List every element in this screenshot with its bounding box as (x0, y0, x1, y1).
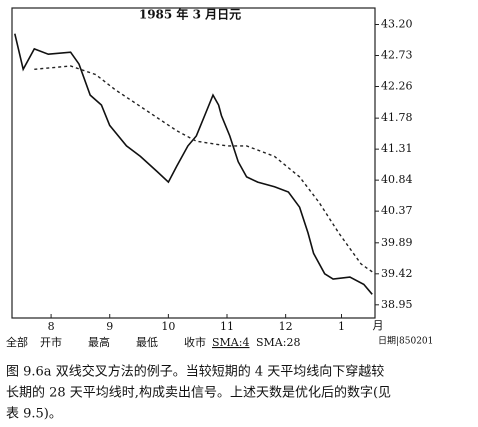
x-tick-label: 8 (48, 320, 55, 333)
caption-line: 图 9.6a 双线交叉方法的例子。当较短期的 4 天平均线向下穿越较 (6, 364, 384, 380)
y-tick-label: 40.37 (381, 204, 413, 217)
legend-item: SMA:28 (256, 336, 300, 349)
x-unit: 月 (373, 319, 384, 332)
y-tick-label: 39.89 (381, 236, 413, 249)
y-tick-label: 43.20 (381, 17, 413, 30)
plot-frame (11, 7, 376, 319)
caption-line: 长期的 28 天平均线时,构成卖出信号。上述天数是优化后的数字(见 (6, 385, 391, 401)
x-tick-label: 11 (220, 320, 234, 333)
y-tick-label: 39.42 (381, 267, 413, 280)
toolbar-item: 最低 (136, 336, 158, 349)
y-tick-label: 40.84 (381, 173, 413, 186)
toolbar-item: 开市 (40, 335, 62, 349)
caption-line: 表 9.5)。 (6, 407, 62, 422)
y-tick-label: 41.31 (381, 142, 413, 155)
chart-title: 1985 年 3 月日元 (139, 7, 241, 22)
x-tick-label: 9 (106, 320, 113, 333)
y-tick-label: 41.78 (381, 111, 413, 124)
y-tick-label: 38.95 (381, 298, 413, 311)
x-tick-label: 12 (279, 320, 293, 333)
date-label: 日期|850201 (378, 336, 433, 347)
series-line (34, 65, 376, 275)
toolbar-item: 最高 (88, 335, 110, 349)
x-tick-label: 10 (161, 320, 175, 333)
legend-item: SMA:4 (212, 336, 249, 349)
y-tick-label: 42.73 (381, 48, 413, 61)
y-tick-label: 42.26 (381, 79, 413, 92)
toolbar-item: 全部 (6, 335, 28, 349)
toolbar-item: 收市 (184, 335, 206, 349)
series-line (14, 33, 373, 295)
x-tick-label: 1 (338, 320, 345, 333)
